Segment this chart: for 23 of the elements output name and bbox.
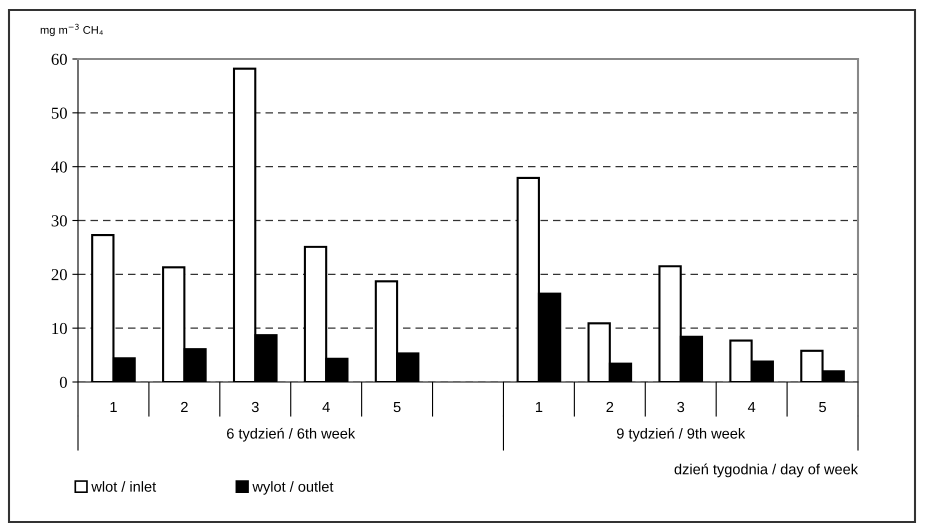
y-tick-label: 40	[51, 161, 67, 173]
y-tick-label: 60	[52, 54, 67, 65]
x-tick-label: 2	[606, 402, 614, 412]
x-tick-label: 5	[819, 402, 826, 412]
x-tick-label: 4	[748, 402, 756, 412]
x-axis-title: dzień tygodnia / day of week	[674, 464, 858, 478]
y-axis-title: mg m$^{−3}$ CH₄	[40, 24, 103, 36]
x-tick-label: 3	[677, 402, 684, 412]
x-tick-label: 1	[536, 402, 542, 412]
text: 6 tydzień / 6th week	[227, 428, 356, 442]
x-tick-label: 2	[181, 402, 188, 412]
y-tick-label: 10	[52, 322, 67, 334]
y-tick-label: 0	[60, 376, 67, 388]
y-tick-label: 30	[52, 215, 67, 226]
legend-label: wylot / outlet	[252, 481, 334, 495]
y-tick-label: 20	[52, 269, 67, 280]
text: 9 tydzień / 9th week	[616, 428, 746, 442]
x-tick-label: 4	[322, 402, 330, 412]
x-tick-label: 5	[394, 402, 401, 412]
x-tick-label: 3	[252, 402, 259, 412]
legend-label: wlot / inlet	[91, 481, 156, 492]
y-tick-label: 50	[52, 108, 67, 119]
x-tick-label: 1	[110, 402, 117, 412]
